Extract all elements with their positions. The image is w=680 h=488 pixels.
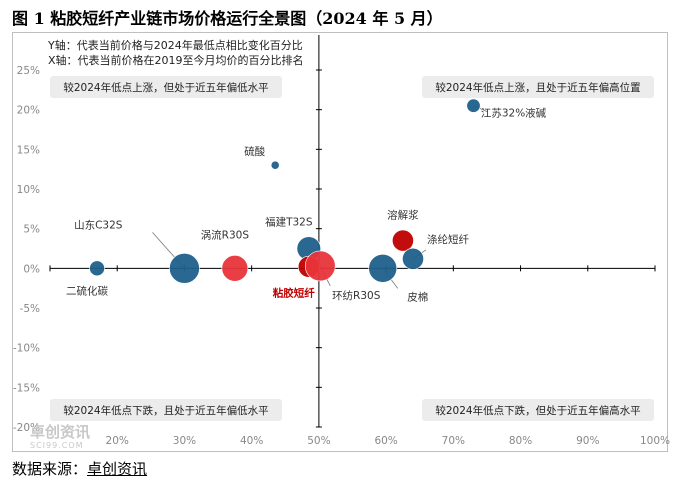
data-label: 福建T32S bbox=[265, 216, 313, 229]
x-axis-note: X轴：代表当前价格在2019至今月均价的百分比排名 bbox=[48, 54, 304, 67]
data-point bbox=[466, 98, 481, 113]
data-label: 涤纶短纤 bbox=[427, 233, 469, 246]
x-tick-label: 50% bbox=[307, 435, 330, 447]
data-point bbox=[169, 253, 200, 284]
y-tick-label: -5% bbox=[20, 303, 40, 315]
y-tick-label: -15% bbox=[13, 382, 40, 394]
chart-title: 图 1 粘胶短纤产业链市场价格运行全景图（2024 年 5 月） bbox=[12, 9, 443, 28]
x-tick-label: 30% bbox=[173, 435, 196, 447]
y-tick-label: -10% bbox=[13, 343, 40, 355]
x-tick-label: 80% bbox=[509, 435, 532, 447]
data-label: 粘胶短纤 bbox=[273, 287, 315, 300]
chart-frame bbox=[12, 32, 668, 452]
source-line: 数据来源：卓创资讯 bbox=[12, 458, 147, 479]
watermark-sub: SCI99.COM bbox=[30, 441, 84, 450]
data-label: 溶解浆 bbox=[387, 209, 419, 222]
quadrant-label-bottom-left-box bbox=[50, 399, 282, 421]
data-label: 山东C32S bbox=[74, 218, 123, 231]
quadrant-label-bottom-right-box bbox=[422, 399, 654, 421]
data-label: 皮棉 bbox=[407, 290, 428, 303]
data-label: 江苏32%液碱 bbox=[481, 107, 547, 120]
watermark-main: 卓创资讯 bbox=[30, 423, 91, 441]
quadrant-label-bottom-right: 较2024年低点下跌，但处于近五年偏高水平 bbox=[435, 404, 640, 417]
x-tick-label: 60% bbox=[374, 435, 397, 447]
x-tick-label: 20% bbox=[106, 435, 129, 447]
watermark: 卓创资讯 SCI99.COM bbox=[30, 425, 90, 453]
data-point bbox=[221, 255, 249, 282]
data-point bbox=[368, 254, 398, 283]
data-label: 二硫化碳 bbox=[66, 284, 108, 297]
data-point bbox=[89, 260, 105, 277]
y-tick-label: 15% bbox=[17, 144, 40, 156]
y-tick-label: 10% bbox=[17, 184, 40, 196]
y-axis-note: Y轴：代表当前价格与2024年最低点相比变化百分比 bbox=[48, 39, 303, 52]
quadrant-label-top-right-box bbox=[422, 76, 654, 98]
data-label: 硫酸 bbox=[244, 145, 265, 158]
x-tick-label: 90% bbox=[576, 435, 599, 447]
axis-note: Y轴：代表当前价格与2024年最低点相比变化百分比 X轴：代表当前价格在2019… bbox=[48, 38, 304, 68]
y-tick-label: -20% bbox=[13, 422, 40, 434]
quadrant-label-top-left-box bbox=[50, 76, 282, 98]
y-tick-label: 20% bbox=[17, 105, 40, 117]
x-tick-label: 70% bbox=[442, 435, 465, 447]
x-tick-label: 100% bbox=[640, 435, 670, 447]
source-label: 数据来源： bbox=[12, 460, 88, 478]
data-point bbox=[270, 160, 280, 170]
y-tick-label: 25% bbox=[17, 65, 40, 77]
source-link[interactable]: 卓创资讯 bbox=[87, 460, 148, 478]
data-label: 环纺R30S bbox=[332, 289, 381, 302]
data-label: 涡流R30S bbox=[201, 228, 250, 241]
data-point bbox=[402, 247, 424, 270]
y-tick-label: 0% bbox=[23, 263, 40, 275]
quadrant-label-top-right: 较2024年低点上涨，且处于近五年偏高位置 bbox=[435, 81, 640, 94]
quadrant-label-top-left: 较2024年低点上涨，但处于近五年偏低水平 bbox=[63, 81, 268, 94]
quadrant-label-bottom-left: 较2024年低点下跌，且处于近五年偏低水平 bbox=[63, 404, 268, 417]
y-tick-label: 5% bbox=[23, 224, 40, 236]
x-tick-label: 40% bbox=[240, 435, 263, 447]
data-point bbox=[304, 250, 336, 282]
data-point bbox=[392, 229, 414, 252]
